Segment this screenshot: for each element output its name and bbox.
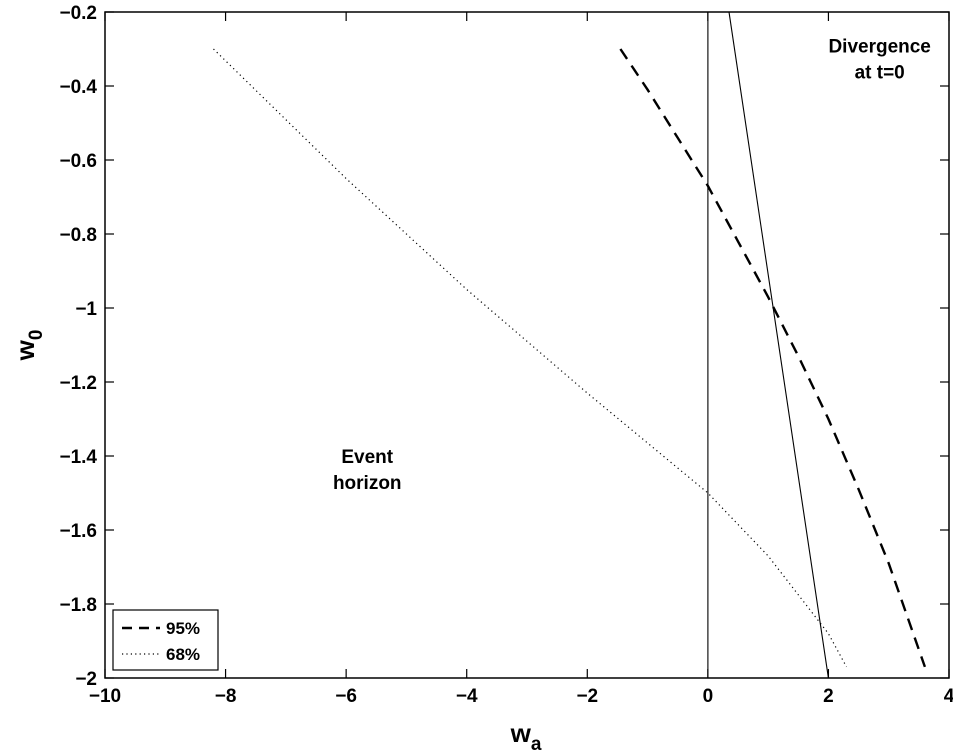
y-tick-label: −1.4 xyxy=(59,447,97,468)
series-lines xyxy=(213,48,927,668)
x-tick-label: −2 xyxy=(576,686,598,707)
annotation-1: Event horizon xyxy=(333,447,402,494)
y-tick-label: −1.6 xyxy=(59,521,97,542)
y-axis-label: w0 xyxy=(10,330,47,362)
y-tick-label: −1.8 xyxy=(59,595,97,616)
x-axis-label: wa xyxy=(510,718,542,753)
y-tick-label: −2 xyxy=(75,669,97,690)
y-tick-label: −0.4 xyxy=(59,77,97,98)
plot-frame xyxy=(104,11,950,679)
x-axis-label-subscript: a xyxy=(531,734,542,753)
x-tick-label: 0 xyxy=(703,686,714,707)
x-tick-label: −8 xyxy=(215,686,237,707)
x-axis: −10 −8 −6 −4 −2 0 2 4 xyxy=(89,12,953,707)
series-line-68pct xyxy=(213,48,848,668)
legend-label-68: 68% xyxy=(166,645,200,664)
x-tick-label: −10 xyxy=(89,686,121,707)
x-tick-label: −6 xyxy=(335,686,357,707)
reference-lines xyxy=(707,11,829,679)
annotations: Divergence at t=0 Event horizon xyxy=(333,36,931,494)
y-tick-label: −0.2 xyxy=(59,3,97,24)
y-tick-label: −1.2 xyxy=(59,373,97,394)
y-axis: −2 −1.8 −1.6 −1.4 −1.2 −1 −0.8 −0.6 −0.4 −0.2 xyxy=(59,3,949,690)
y-axis-label-subscript: 0 xyxy=(26,330,47,341)
series-line-95pct xyxy=(619,48,927,668)
y-tick-label: −0.6 xyxy=(59,151,97,172)
x-tick-label: 4 xyxy=(944,686,953,707)
y-tick-label: −1 xyxy=(75,299,97,320)
reference-line-1 xyxy=(728,11,829,679)
annotation-0: Divergence at t=0 xyxy=(828,36,930,83)
legend-label-95: 95% xyxy=(166,619,200,638)
legend: 95% 68% xyxy=(112,609,219,671)
x-tick-label: −4 xyxy=(456,686,478,707)
y-tick-label: −0.8 xyxy=(59,225,97,246)
legend-box xyxy=(112,609,219,671)
x-tick-label: 2 xyxy=(823,686,834,707)
